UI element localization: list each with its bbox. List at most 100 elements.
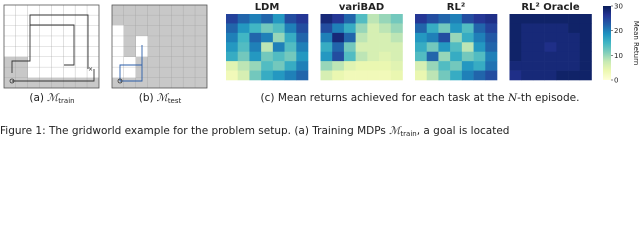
heatmap-cell <box>461 51 474 62</box>
heatmap-cell <box>544 14 557 24</box>
heatmap-cell <box>461 32 474 43</box>
heatmap-cell <box>296 51 309 62</box>
heatmap-cell <box>390 32 403 43</box>
heatmap-cell <box>532 14 545 24</box>
heatmap-cell <box>521 23 534 34</box>
heatmap-cell <box>438 70 451 81</box>
heatmap-cell <box>509 51 522 62</box>
heatmap-cell <box>415 42 428 53</box>
heatmap-title: RL² <box>447 2 465 13</box>
heatmap-cell <box>332 51 345 62</box>
heatmap-cell <box>579 51 592 62</box>
caption-symbol: ℳ <box>389 125 402 137</box>
heatmap-cell <box>415 32 428 43</box>
heatmap-cell <box>320 23 333 34</box>
heatmap-cell <box>379 51 392 62</box>
heatmap-cell <box>461 23 474 34</box>
heatmap-cell <box>426 42 439 53</box>
heatmap-cell <box>556 51 569 62</box>
heatmap-cell <box>509 14 522 24</box>
heatmap-cell <box>272 14 285 24</box>
heatmap-cell <box>461 70 474 81</box>
heatmap-cell <box>390 61 403 71</box>
heatmap-cell <box>272 51 285 62</box>
caption-symbol: ℳ <box>47 92 60 104</box>
gridworld-train: × <box>3 4 100 89</box>
heatmap-cell <box>532 70 545 81</box>
caption-text: (c) Mean returns achieved for each task … <box>261 92 508 104</box>
heatmap-cell <box>284 14 297 24</box>
heatmap-cell <box>272 70 285 81</box>
heatmap-cell <box>379 23 392 34</box>
colorbar-tick-label: 0 <box>614 77 618 85</box>
heatmap-cell <box>556 23 569 34</box>
heatmap-cell <box>343 14 356 24</box>
heatmap-cell <box>461 42 474 53</box>
heatmap-cell <box>568 42 581 53</box>
heatmap-cell <box>485 70 498 81</box>
heatmap-cell <box>556 70 569 81</box>
heatmap-cell <box>509 32 522 43</box>
heatmap-cell <box>544 70 557 81</box>
heatmap-cell <box>249 32 262 43</box>
heatmap-cell <box>450 70 463 81</box>
heatmap-cell <box>532 51 545 62</box>
heatmap-cell <box>379 42 392 53</box>
heatmap-cell <box>249 61 262 71</box>
heatmap-cell <box>261 51 274 62</box>
heatmap-cell <box>390 14 403 24</box>
heatmap-cell <box>237 51 250 62</box>
heatmap-cell <box>568 23 581 34</box>
heatmap-cell <box>461 61 474 71</box>
heatmap-cell <box>379 14 392 24</box>
heatmap-cell <box>568 51 581 62</box>
heatmap-cell <box>272 23 285 34</box>
heatmap-cell <box>461 14 474 24</box>
heatmap-title: LDM <box>255 2 280 13</box>
heatmap-cell <box>320 51 333 62</box>
heatmap-cell <box>473 14 486 24</box>
heatmap-cell <box>379 61 392 71</box>
heatmap-cell <box>237 23 250 34</box>
caption-symbol: ℳ <box>157 92 170 104</box>
heatmap-cell <box>473 23 486 34</box>
heatmap-cell <box>579 32 592 43</box>
panel-caption: (b) ℳtest <box>139 92 182 105</box>
heatmap-cell <box>249 14 262 24</box>
heatmap-cell <box>320 14 333 24</box>
heatmap-cell <box>355 23 368 34</box>
heatmap-cell <box>355 42 368 53</box>
heatmap-cell <box>521 70 534 81</box>
heatmap-cell <box>426 23 439 34</box>
heatmap-cell <box>332 23 345 34</box>
heatmap-cell <box>438 51 451 62</box>
heatmap-cell <box>521 51 534 62</box>
heatmap-cell <box>426 70 439 81</box>
heatmap-cell <box>532 23 545 34</box>
heatmap-cell <box>355 32 368 43</box>
heatmap-cell <box>556 32 569 43</box>
heatmap-cell <box>320 32 333 43</box>
heatmap-cell <box>296 61 309 71</box>
heatmap-cell <box>438 61 451 71</box>
heatmap-cell <box>579 42 592 53</box>
heatmap-cell <box>521 32 534 43</box>
panel-caption: (c) Mean returns achieved for each task … <box>261 92 580 104</box>
heatmap-cell <box>320 42 333 53</box>
heatmap-cell <box>226 70 239 81</box>
heatmap-cell <box>249 70 262 81</box>
heatmap-cell <box>544 23 557 34</box>
heatmap-cell <box>485 61 498 71</box>
heatmap-cell <box>226 14 239 24</box>
colorbar-tick-label: 10 <box>614 52 623 60</box>
heatmap-cell <box>355 14 368 24</box>
heatmap-cell <box>343 70 356 81</box>
heatmap-cell <box>343 51 356 62</box>
heatmap-cell <box>261 23 274 34</box>
heatmap-cell <box>426 14 439 24</box>
heatmap-cell <box>521 42 534 53</box>
heatmap-cell <box>379 32 392 43</box>
heatmap-cell <box>415 23 428 34</box>
caption-subscript: train <box>400 130 416 138</box>
heatmap-cell <box>355 70 368 81</box>
